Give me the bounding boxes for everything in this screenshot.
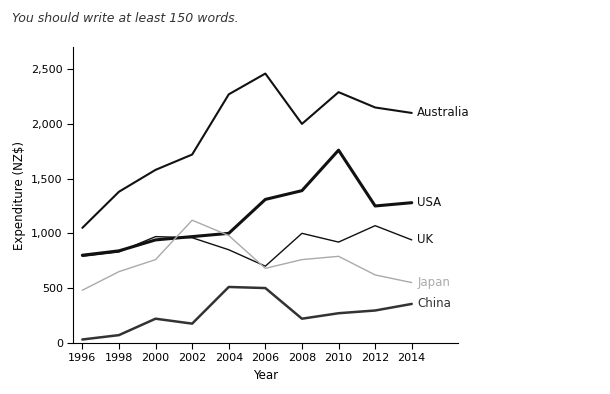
X-axis label: Year: Year <box>253 369 278 382</box>
Text: Australia: Australia <box>417 106 470 119</box>
Text: UK: UK <box>417 233 433 246</box>
Text: USA: USA <box>417 196 442 209</box>
Y-axis label: Expenditure (NZ$): Expenditure (NZ$) <box>13 141 26 249</box>
Text: Japan: Japan <box>417 276 450 289</box>
Text: You should write at least 150 words.: You should write at least 150 words. <box>12 12 239 25</box>
Text: China: China <box>417 297 451 310</box>
